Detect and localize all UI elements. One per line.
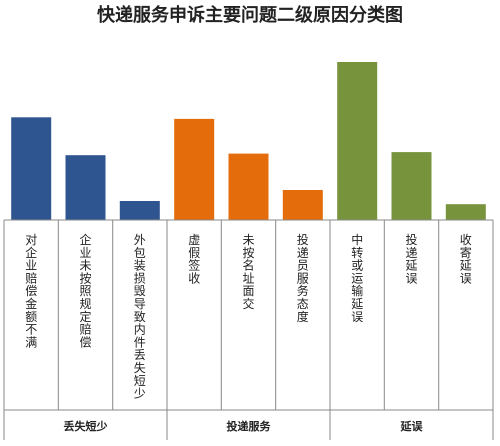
- bar-4: [174, 118, 215, 220]
- chart-title: 快递服务申诉主要问题二级原因分类图: [97, 5, 403, 26]
- group-label-1: 丢失短少: [64, 419, 108, 433]
- category-label-5: 未按名址面交: [242, 233, 254, 311]
- category-label-2: 企业未按照规定赔偿: [79, 232, 91, 349]
- category-label-8: 投递延误: [405, 232, 417, 285]
- bar-2: [65, 155, 106, 220]
- bar-7: [337, 62, 378, 220]
- category-label-9: 收寄延误: [460, 233, 472, 285]
- group-label-3: 延误: [400, 419, 424, 433]
- category-label-6: 投递员服务态度: [297, 232, 309, 324]
- category-label-4: 虚假签收: [188, 233, 200, 285]
- bar-6: [282, 190, 323, 220]
- bar-8: [391, 152, 432, 220]
- bar-1: [11, 117, 52, 220]
- category-label-1: 对企业赔偿金额不满: [25, 233, 37, 349]
- category-label-7: 中转或运输延误: [351, 232, 363, 324]
- bar-5: [228, 153, 269, 220]
- group-label-2: 投递服务: [227, 419, 272, 433]
- category-label-3: 外包装损毁导致内件丢失短少: [134, 233, 146, 401]
- bar-3: [119, 201, 160, 220]
- bar-9: [445, 204, 486, 220]
